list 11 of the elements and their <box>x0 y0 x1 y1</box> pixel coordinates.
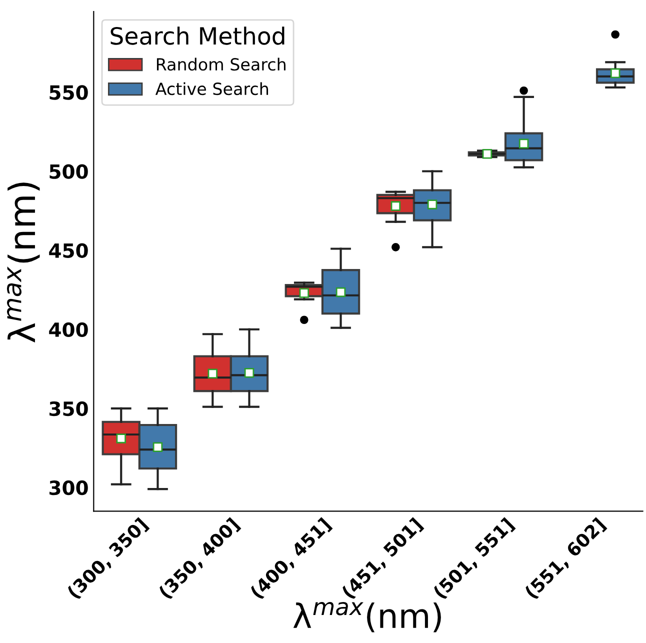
y-tick-label: 500 <box>50 164 88 179</box>
y-axis-title: λ$^{max}$(nm) <box>6 182 40 342</box>
y-tick-label: 450 <box>49 243 88 258</box>
legend-title: Search Method <box>110 26 284 45</box>
y-tick-label: 400 <box>49 322 88 338</box>
x-axis-title: λ$^{max}$(nm) <box>293 602 441 632</box>
legend-label: Active Search <box>155 82 268 96</box>
legend-label: Random Search <box>156 58 286 71</box>
y-tick-label: 300 <box>50 480 88 496</box>
y-tick-label: 350 <box>50 401 88 416</box>
y-tick-label: 550 <box>50 85 88 100</box>
